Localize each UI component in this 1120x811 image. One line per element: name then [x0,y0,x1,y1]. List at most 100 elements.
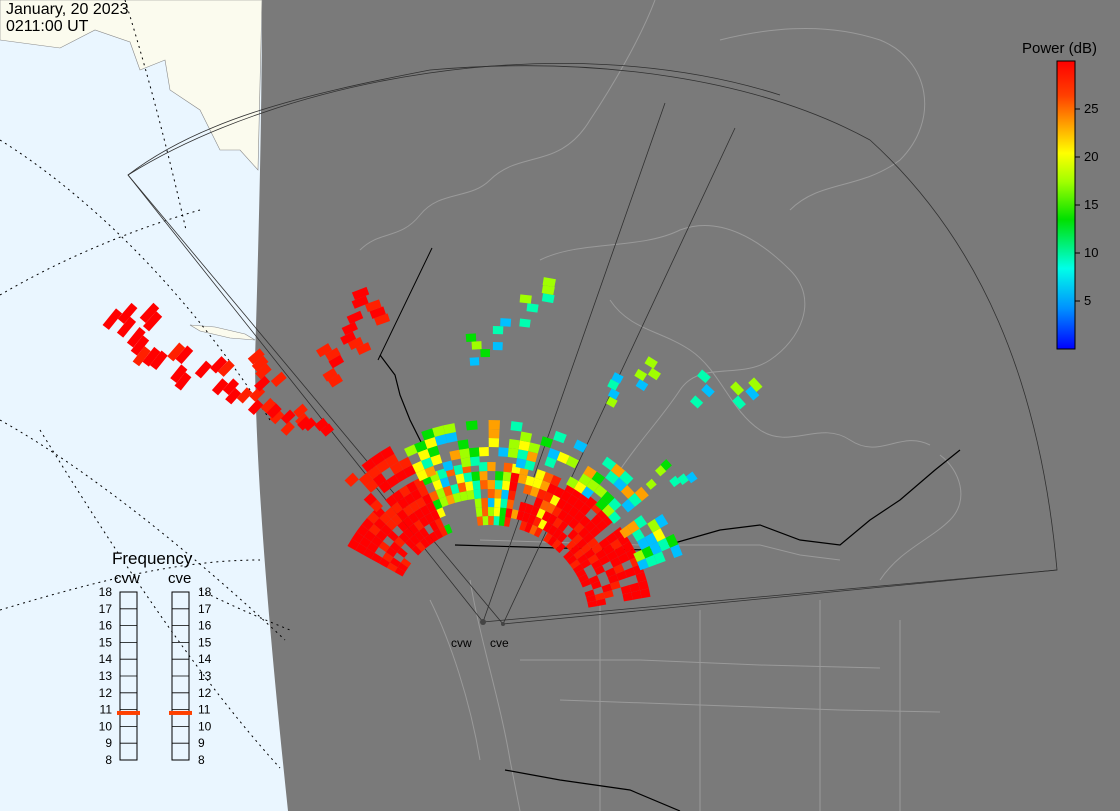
echo-cell [468,447,480,458]
echo-cell [494,489,502,499]
echo-cell [622,592,633,602]
cvw-site-label: cvw [451,636,472,650]
echo-cell [457,482,467,493]
frequency-scale-label: 18 [198,585,212,599]
echo-cell [465,420,478,431]
echo-cell [622,541,634,553]
echo-cell [413,508,425,520]
echo-cell [428,490,440,502]
echo-cell [445,431,458,443]
echo-cell [391,513,403,526]
daylight-region [0,0,288,811]
echo-cell [167,342,186,362]
frequency-scale-label: 14 [198,652,212,666]
echo-cell [426,501,437,513]
frequency-scale-label: 12 [99,686,113,700]
echo-cell [398,485,411,498]
echo-cell [665,533,679,548]
echo-cell [408,500,420,513]
echo-cell [434,518,444,529]
echo-cell [432,425,446,437]
echo-cell [280,409,296,424]
echo-cell [547,524,558,536]
echo-cell [624,567,636,578]
echo-cell [644,356,658,369]
frequency-scale-label: 18 [99,585,113,599]
power-colorbar [1056,60,1076,350]
echo-cell [429,520,439,532]
echo-cell [175,345,194,365]
frequency-scale-label: 16 [198,619,212,633]
echo-cell [606,396,618,408]
echo-cell [391,489,404,503]
echo-cell [400,557,412,568]
echo-cell [552,517,563,529]
echo-cell [394,536,406,548]
echo-cell [439,476,451,488]
echo-cell [471,471,480,482]
echo-cell [601,456,617,471]
echo-cell [516,510,525,521]
echo-cell [730,381,745,396]
echo-cell [506,499,515,510]
echo-cell [626,520,640,534]
echo-cell [389,557,401,568]
echo-cell [625,548,638,560]
echo-cell [524,522,533,533]
echo-cell [610,580,621,590]
echo-cell [578,527,590,539]
echo-cell [587,600,598,608]
echo-cell [378,541,390,553]
echo-cell [573,439,588,453]
echo-cell [533,527,543,538]
echo-cell [605,470,620,485]
echo-cell [601,491,615,505]
echo-cell [536,488,547,500]
echo-cell [519,431,533,443]
echo-cell [578,473,592,487]
echo-cell [364,479,379,493]
echo-cell [634,368,648,381]
echo-cell [322,367,338,382]
echo-cell [598,537,611,549]
echo-cell [499,507,507,518]
echo-cell [618,552,630,564]
echo-cell [594,484,608,498]
echo-cell [613,563,625,575]
echo-cell [541,293,555,304]
echo-cell [594,592,605,601]
echo-cell [424,465,437,478]
echo-cell [429,531,439,543]
echo-cell [478,462,488,472]
frequency-scale-label: 9 [198,736,205,750]
echo-cell [601,504,615,518]
echo-cell [677,473,689,485]
echo-cell [701,383,715,398]
echo-cell [607,379,620,391]
echo-cell [689,395,704,409]
echo-cell [634,486,649,502]
echo-cell [394,469,408,483]
fov-inner-line [377,247,433,361]
echo-cell [610,538,623,551]
echo-cell [653,551,666,565]
echo-cell [174,372,192,391]
echo-cell [126,327,146,348]
echo-cell [635,379,649,392]
echo-cell [488,516,494,526]
echo-cell [524,459,536,471]
echo-cell [363,548,375,560]
echo-cell [411,460,425,474]
echo-cell [632,528,645,542]
echo-cell [450,483,460,495]
echo-cell [628,492,642,507]
frequency-scale-label: 11 [100,703,113,717]
echo-cell [614,545,626,557]
echo-cell [463,472,473,483]
frequency-title: Frequency [112,549,193,568]
echo-cell [370,499,383,513]
frequency-scale-label: 13 [198,669,212,683]
colorbar-tick-label: 15 [1084,197,1098,212]
echo-cell [375,529,388,542]
